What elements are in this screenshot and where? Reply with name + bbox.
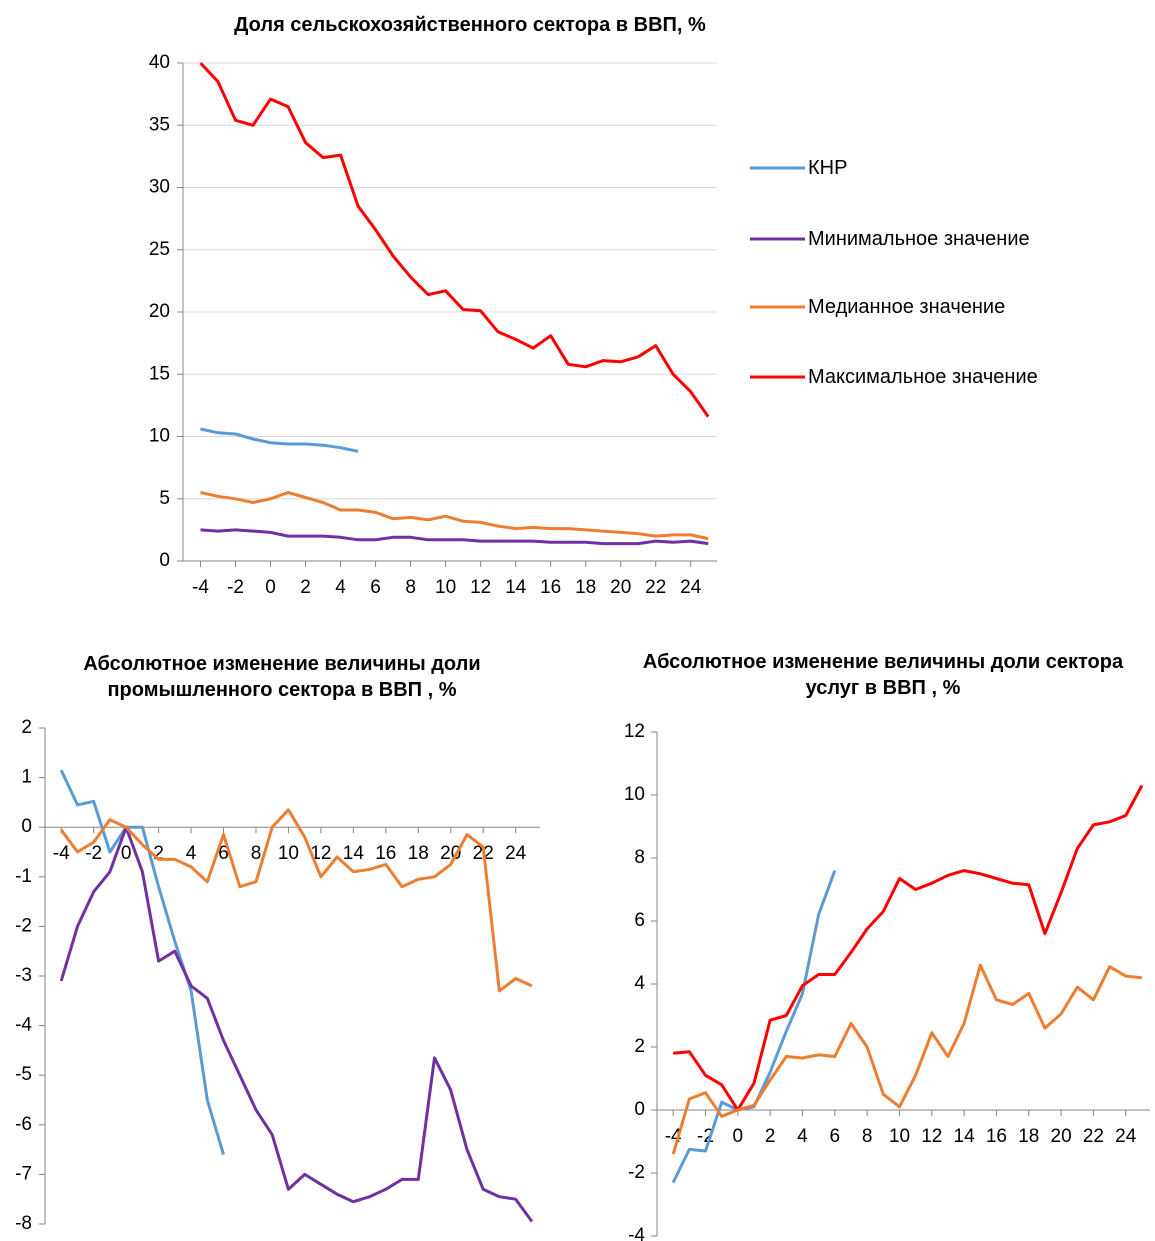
x-tick-label: -2 xyxy=(227,577,244,598)
y-tick-label: 6 xyxy=(634,910,645,931)
x-tick-label: -4 xyxy=(192,577,209,598)
x-tick-label: 16 xyxy=(540,577,561,598)
legend-label: Максимальное значение xyxy=(808,366,1038,388)
y-tick-label: 8 xyxy=(634,847,645,868)
x-tick-label: 22 xyxy=(1083,1126,1104,1147)
legend-label: КНР xyxy=(808,157,848,179)
y-tick-label: -2 xyxy=(628,1162,645,1183)
y-tick-label: -8 xyxy=(15,1213,32,1234)
x-tick-label: 20 xyxy=(610,577,631,598)
x-tick-label: 12 xyxy=(470,577,491,598)
y-tick-label: -5 xyxy=(15,1064,32,1085)
legend-label: Минимальное значение xyxy=(808,228,1030,250)
y-tick-label: 2 xyxy=(634,1036,645,1057)
series-line xyxy=(59,769,225,1156)
x-tick-label: 24 xyxy=(680,577,702,598)
x-tick-label: 22 xyxy=(645,577,666,598)
y-tick-label: 2 xyxy=(21,717,32,738)
y-tick-label: 10 xyxy=(624,784,645,805)
y-tick-label: -1 xyxy=(15,866,32,887)
chart-title: Абсолютное изменение величины доли промы… xyxy=(83,653,481,701)
x-tick-label: -2 xyxy=(85,843,102,864)
series-line xyxy=(200,528,709,546)
series-line xyxy=(59,808,533,993)
x-tick-label: 20 xyxy=(1051,1126,1072,1147)
x-tick-label: 4 xyxy=(186,843,197,864)
x-tick-label: 0 xyxy=(733,1126,744,1147)
series-line xyxy=(199,61,710,418)
x-tick-label: 12 xyxy=(310,843,331,864)
x-tick-label: 24 xyxy=(1115,1126,1137,1147)
y-tick-label: 20 xyxy=(149,301,170,322)
legend-label: Медианное значение xyxy=(808,296,1006,318)
y-tick-label: 30 xyxy=(149,177,170,198)
chart-title: Абсолютное изменение величины доли секто… xyxy=(642,651,1124,699)
x-tick-label: 6 xyxy=(370,577,381,598)
y-tick-label: -3 xyxy=(15,965,32,986)
x-tick-label: 18 xyxy=(408,843,429,864)
x-tick-label: 8 xyxy=(405,577,416,598)
series-line xyxy=(59,825,534,1223)
y-tick-label: 4 xyxy=(634,973,645,994)
x-tick-label: 18 xyxy=(1018,1126,1039,1147)
y-tick-label: -6 xyxy=(15,1114,32,1135)
x-tick-label: 10 xyxy=(435,577,456,598)
x-tick-label: 16 xyxy=(375,843,396,864)
y-tick-label: -4 xyxy=(628,1225,645,1241)
series-line xyxy=(671,963,1143,1155)
series-line xyxy=(673,784,1144,1112)
y-tick-label: 12 xyxy=(624,721,645,742)
y-tick-label: 0 xyxy=(21,816,32,837)
x-tick-label: 24 xyxy=(505,843,527,864)
x-tick-label: 6 xyxy=(830,1126,841,1147)
y-tick-label: -4 xyxy=(15,1015,32,1036)
x-tick-label: 2 xyxy=(153,843,164,864)
y-tick-label: -2 xyxy=(15,915,32,936)
chart-title: Доля сельскохозяйственного сектора в ВВП… xyxy=(234,14,706,36)
x-tick-label: 16 xyxy=(986,1126,1007,1147)
x-tick-label: 20 xyxy=(440,843,461,864)
y-tick-label: 0 xyxy=(159,550,170,571)
x-tick-label: 14 xyxy=(954,1126,976,1147)
y-tick-label: 35 xyxy=(149,114,170,135)
y-tick-label: 15 xyxy=(149,363,170,384)
y-tick-label: 40 xyxy=(149,52,170,73)
series-line xyxy=(200,427,359,453)
x-tick-label: -4 xyxy=(53,843,70,864)
x-tick-label: 4 xyxy=(797,1126,808,1147)
x-tick-label: 0 xyxy=(265,577,276,598)
x-tick-label: 12 xyxy=(921,1126,942,1147)
series-line xyxy=(200,491,709,541)
x-tick-label: 10 xyxy=(278,843,299,864)
y-tick-label: 5 xyxy=(159,488,170,509)
y-tick-label: 10 xyxy=(149,426,170,447)
x-tick-label: 0 xyxy=(121,843,132,864)
x-tick-label: 18 xyxy=(575,577,596,598)
x-tick-label: 8 xyxy=(862,1126,873,1147)
x-tick-label: 2 xyxy=(765,1126,776,1147)
x-tick-label: 6 xyxy=(218,843,229,864)
x-tick-label: 14 xyxy=(343,843,365,864)
x-tick-label: 4 xyxy=(335,577,346,598)
y-tick-label: 1 xyxy=(21,767,32,788)
y-tick-label: 25 xyxy=(149,239,170,260)
x-tick-label: 2 xyxy=(300,577,311,598)
x-tick-label: 10 xyxy=(889,1126,910,1147)
x-tick-label: 14 xyxy=(505,577,527,598)
y-tick-label: -7 xyxy=(15,1163,32,1184)
x-tick-label: 8 xyxy=(251,843,262,864)
y-tick-label: 0 xyxy=(634,1099,645,1120)
